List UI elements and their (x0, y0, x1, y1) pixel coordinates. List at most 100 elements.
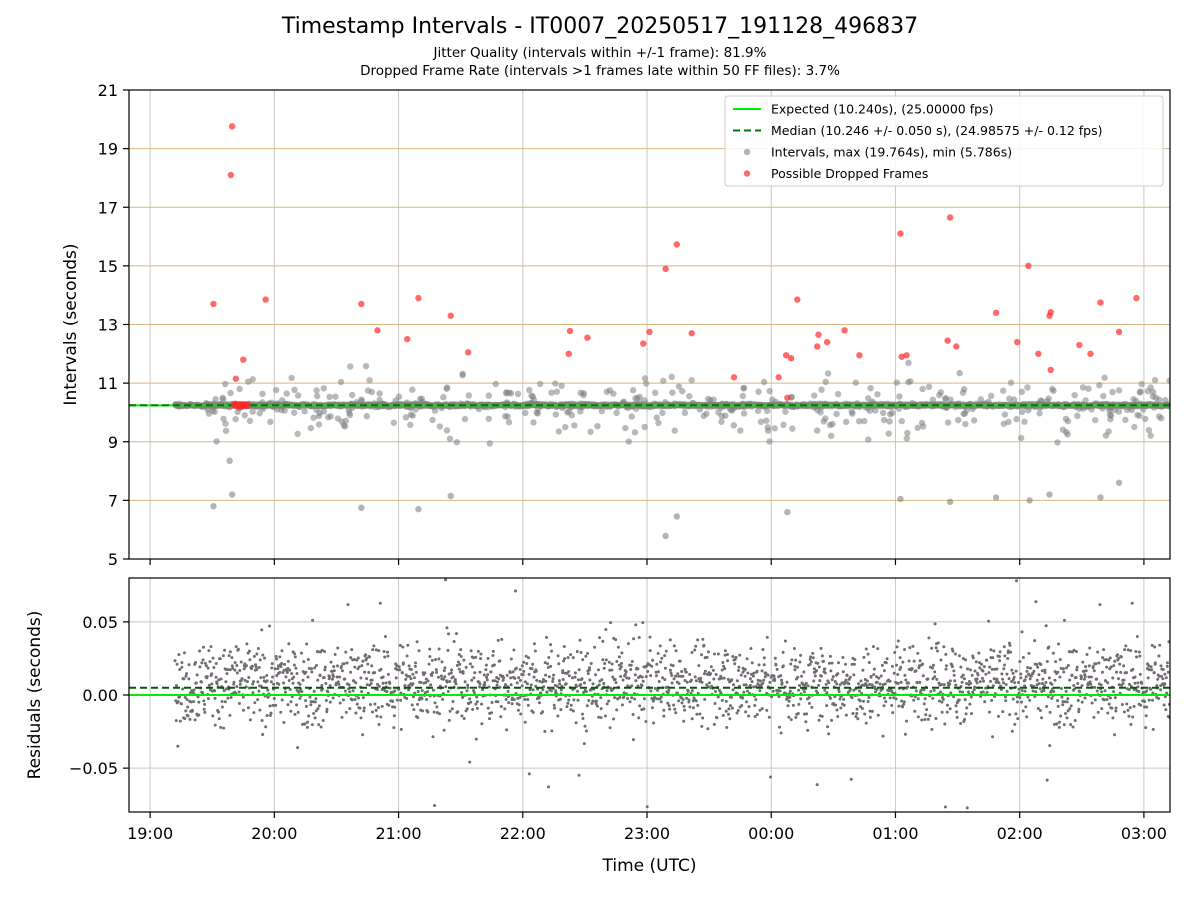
residual-point (644, 675, 648, 679)
residual-point (282, 720, 286, 724)
residual-point (731, 655, 735, 659)
residual-point (959, 665, 963, 669)
residual-point (256, 698, 260, 702)
top-y-tick-label: 17 (98, 198, 118, 217)
residual-point (660, 656, 664, 660)
residual-point (1163, 695, 1167, 699)
residual-point (1038, 708, 1042, 712)
residual-point (779, 731, 783, 735)
residual-point (401, 645, 405, 649)
residual-point (910, 667, 914, 671)
residual-point (296, 710, 300, 714)
interval-point (992, 494, 1000, 501)
residual-point (371, 710, 375, 714)
interval-point (1059, 426, 1067, 433)
interval-point (730, 422, 738, 429)
residual-point (937, 699, 941, 703)
residual-point (502, 676, 506, 680)
residual-point (762, 656, 766, 660)
interval-point (514, 390, 522, 398)
residual-point (1052, 689, 1056, 693)
residual-point (493, 679, 497, 683)
residual-point (632, 637, 636, 641)
residual-point (906, 681, 910, 685)
residual-point (971, 690, 975, 694)
residual-point (282, 668, 286, 672)
residual-point (1083, 696, 1087, 700)
interval-point (1037, 397, 1044, 404)
residual-point (506, 689, 510, 693)
interval-point (260, 405, 267, 412)
residual-point (437, 647, 441, 651)
residual-point (631, 738, 635, 742)
residual-point (1080, 700, 1084, 704)
residual-point (328, 675, 332, 679)
residual-point (350, 698, 354, 702)
residual-point (504, 697, 508, 701)
residual-point (289, 700, 293, 704)
residual-point (378, 601, 382, 605)
residual-point (453, 678, 457, 682)
residual-point (1010, 679, 1014, 683)
residual-point (556, 714, 560, 718)
residual-point (417, 649, 421, 653)
residual-point (280, 649, 284, 653)
residual-point (442, 677, 446, 681)
interval-point (1036, 410, 1043, 417)
residual-point (292, 663, 296, 667)
interval-point (813, 427, 821, 434)
residual-point (1075, 665, 1079, 669)
residual-point (525, 662, 529, 666)
residual-point (176, 700, 180, 704)
dropped-frame-point (1047, 308, 1054, 316)
residual-point (856, 682, 860, 686)
residual-point (1100, 690, 1104, 694)
interval-point (340, 422, 348, 429)
residual-point (235, 685, 239, 689)
residual-point (897, 704, 901, 708)
residual-point (1112, 690, 1116, 694)
interval-point (977, 396, 985, 403)
residual-point (277, 682, 281, 686)
interval-point (999, 387, 1007, 394)
residual-point (567, 670, 571, 674)
residual-point (380, 704, 384, 708)
residual-point (741, 696, 745, 700)
residual-point (707, 681, 711, 685)
legend-intervals-swatch (743, 148, 751, 156)
residual-point (555, 684, 559, 688)
residual-point (870, 709, 874, 713)
interval-point (358, 504, 365, 511)
residual-point (509, 657, 513, 661)
residual-point (1002, 663, 1006, 667)
residual-point (989, 679, 993, 683)
residual-point (1014, 712, 1018, 716)
residual-point (858, 699, 862, 703)
residual-point (1150, 698, 1154, 702)
top-y-tick-label: 21 (98, 81, 118, 100)
residual-point (823, 667, 827, 671)
interval-point (522, 409, 529, 417)
residual-point (328, 684, 332, 688)
residual-point (279, 665, 283, 669)
residual-point (641, 621, 645, 625)
residual-point (361, 696, 365, 700)
residual-point (811, 651, 815, 655)
residual-point (552, 703, 556, 707)
residual-point (316, 707, 320, 711)
residual-point (597, 683, 601, 687)
interval-point (914, 424, 921, 432)
residual-point (948, 707, 952, 711)
residual-point (451, 675, 455, 679)
interval-point (893, 379, 900, 386)
residual-point (211, 714, 215, 718)
residual-point (547, 785, 551, 789)
top-y-tick-label: 13 (98, 316, 118, 335)
residual-point (781, 650, 785, 654)
residual-point (634, 679, 638, 683)
residual-point (690, 651, 694, 655)
interval-point (594, 422, 601, 430)
residual-point (1024, 675, 1028, 679)
residual-point (1017, 691, 1021, 695)
residual-point (841, 670, 845, 674)
